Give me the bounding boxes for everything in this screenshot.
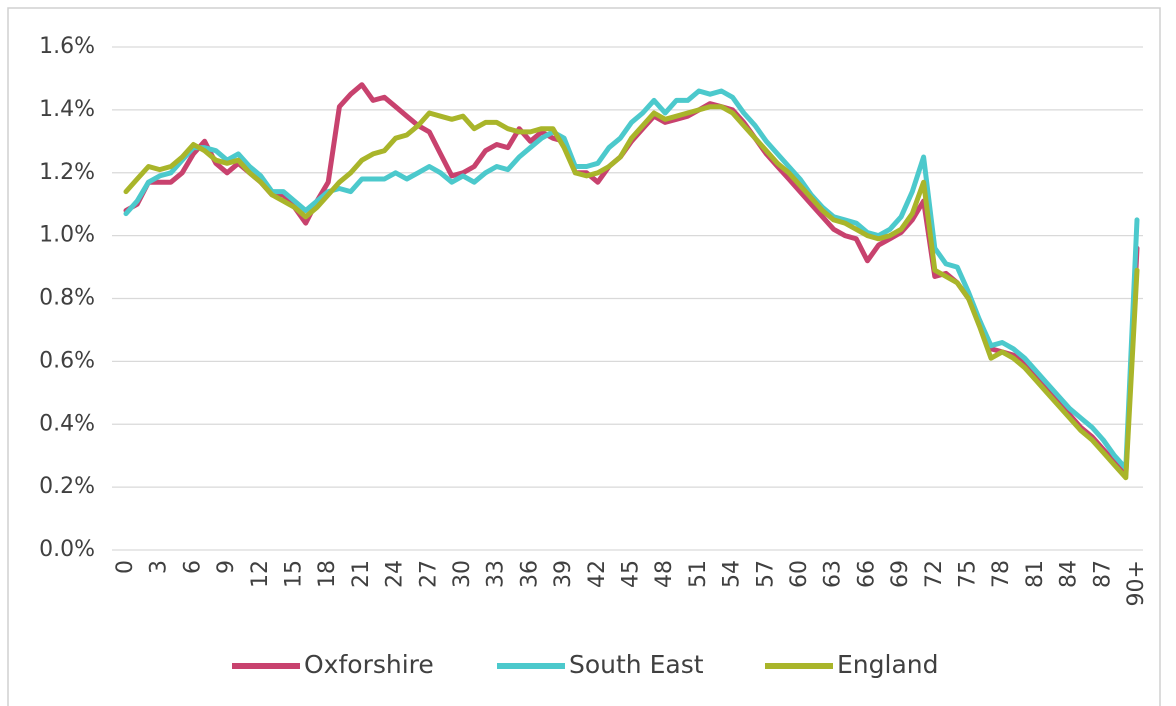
y-tick-label: 0.6% bbox=[39, 348, 95, 373]
x-tick-label: 78 bbox=[989, 560, 1014, 588]
series-line bbox=[123, 104, 1140, 481]
x-tick-label: 6 bbox=[180, 560, 205, 574]
x-tick-label: 81 bbox=[1023, 560, 1048, 588]
x-tick-label: 45 bbox=[619, 560, 644, 588]
x-tick-label: 0 bbox=[113, 560, 138, 574]
x-tick-label: 72 bbox=[922, 560, 947, 588]
x-tick-label: 12 bbox=[248, 560, 273, 588]
y-tick-label: 0.4% bbox=[39, 411, 95, 436]
x-tick-label: 66 bbox=[854, 560, 879, 588]
x-tick-label: 60 bbox=[787, 560, 812, 588]
x-tick-label: 39 bbox=[551, 560, 576, 588]
x-tick-label: 87 bbox=[1090, 560, 1115, 588]
x-tick-label: 30 bbox=[450, 560, 475, 588]
x-tick-label: 69 bbox=[888, 560, 913, 588]
x-tick-label: 51 bbox=[686, 560, 711, 588]
x-tick-label: 90+ bbox=[1124, 560, 1149, 606]
x-tick-label: 57 bbox=[753, 560, 778, 588]
x-tick-label: 75 bbox=[956, 560, 981, 588]
x-tick-label: 33 bbox=[484, 560, 509, 588]
legend-label: South East bbox=[569, 650, 704, 679]
x-tick-label: 84 bbox=[1057, 560, 1082, 588]
x-tick-label: 3 bbox=[147, 560, 172, 574]
x-tick-label: 15 bbox=[282, 560, 307, 588]
y-tick-label: 1.4% bbox=[39, 97, 95, 122]
y-tick-label: 0.2% bbox=[39, 474, 95, 499]
y-tick-label: 0.8% bbox=[39, 286, 95, 311]
x-tick-label: 21 bbox=[349, 560, 374, 588]
x-tick-label: 42 bbox=[585, 560, 610, 588]
x-tick-label: 63 bbox=[821, 560, 846, 588]
x-tick-label: 9 bbox=[214, 560, 239, 574]
x-tick-label: 36 bbox=[517, 560, 542, 588]
x-tick-label: 54 bbox=[720, 560, 745, 588]
x-tick-label: 18 bbox=[315, 560, 340, 588]
legend-label: Oxforshire bbox=[304, 650, 434, 679]
y-tick-label: 1.6% bbox=[39, 34, 95, 59]
legend-label: England bbox=[837, 650, 939, 679]
x-tick-label: 24 bbox=[383, 560, 408, 588]
x-tick-label: 27 bbox=[416, 560, 441, 588]
x-tick-label: 48 bbox=[652, 560, 677, 588]
series-line bbox=[123, 82, 1140, 478]
series-line bbox=[123, 88, 1140, 471]
y-tick-label: 1.2% bbox=[39, 160, 95, 185]
chart-frame bbox=[7, 7, 1161, 706]
y-tick-label: 1.0% bbox=[39, 223, 95, 248]
y-tick-label: 0.0% bbox=[39, 537, 95, 562]
